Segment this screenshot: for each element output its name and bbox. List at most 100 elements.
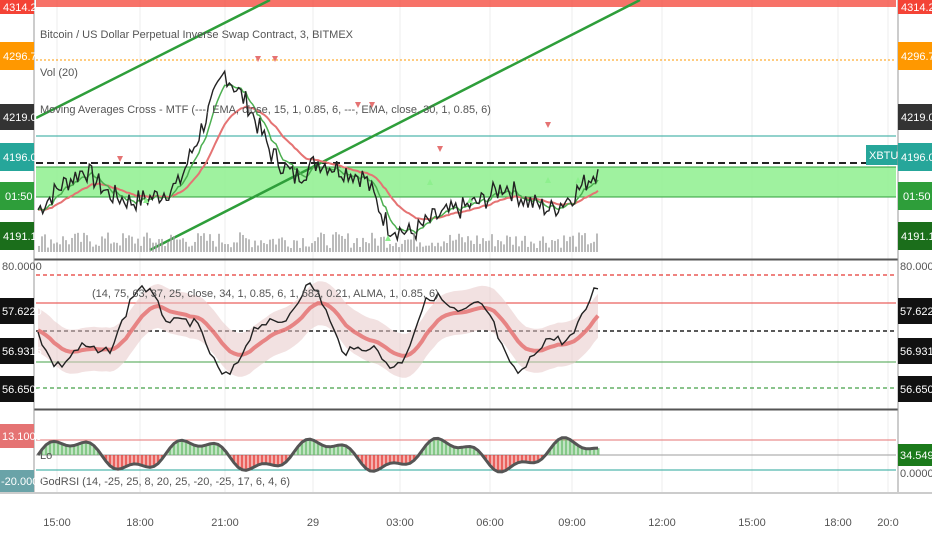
volume-indicator-label[interactable]: Vol (20) (40, 67, 78, 79)
right-tag-green-text: 01:50 (903, 191, 931, 203)
godrsi-histogram-bar (432, 438, 436, 455)
volume-bar (536, 247, 538, 252)
godrsi-histogram-bar (376, 455, 380, 470)
green-support-zone (36, 167, 896, 197)
top-resistance-band (36, 0, 896, 7)
volume-bar (317, 237, 319, 252)
godrsi-histogram-bar (68, 446, 72, 455)
godrsi-histogram-bar (280, 455, 284, 465)
godrsi-histogram-bar (304, 439, 308, 455)
volume-bar (443, 241, 445, 252)
volume-bar (542, 236, 544, 252)
volume-bar (233, 242, 235, 252)
volume-bar (581, 235, 583, 252)
right-tag-orange-text: 4296.7 (901, 51, 932, 63)
rsi-indicator-label[interactable]: (14, 75, 63, 37, 25, close, 34, 1, 0.85,… (92, 288, 439, 300)
volume-bar (206, 240, 208, 252)
symbol-badge[interactable] (866, 145, 900, 165)
godrsi-histogram-bar (220, 447, 224, 455)
volume-bar (200, 235, 202, 252)
ma-cross-indicator-label[interactable]: Moving Averages Cross - MTF (---, EMA, c… (40, 104, 491, 116)
volume-bar (230, 247, 232, 252)
left-tag-green (0, 182, 34, 210)
volume-bar (380, 237, 382, 252)
volume-bar (485, 241, 487, 252)
rsi-pane-background[interactable] (36, 262, 896, 408)
volume-bar (596, 233, 598, 252)
godrsi-histogram-bar (320, 445, 324, 455)
buy-signal-marker (467, 197, 473, 203)
volume-bar (86, 235, 88, 252)
volume-bar (464, 242, 466, 252)
right-rsi-tag-3-text: 56.6503 (900, 384, 932, 396)
volume-bar (425, 245, 427, 252)
godrsi-histogram-bar (328, 446, 332, 455)
volume-bar (254, 240, 256, 252)
volume-bar (287, 246, 289, 252)
left-rsi-tag-2-text: 56.9315 (2, 346, 42, 358)
volume-bar (368, 243, 370, 252)
volume-bar (248, 239, 250, 252)
volume-bar (71, 237, 73, 252)
symbol-title[interactable]: Bitcoin / US Dollar Perpetual Inverse Sw… (40, 29, 354, 41)
volume-bar (224, 244, 226, 252)
price-line (37, 69, 599, 243)
godrsi-histogram-bar (500, 455, 504, 472)
rsi-line (37, 282, 599, 376)
volume-bar (449, 234, 451, 252)
price-pane-background[interactable] (36, 0, 896, 258)
sell-signal-marker (437, 146, 443, 152)
godrsi-histogram-bar (272, 455, 276, 466)
godrsi-histogram-bar (476, 450, 480, 455)
godrsi-histogram-bar (148, 455, 152, 468)
godrsi-histogram-bar (152, 455, 156, 467)
volume-bar (404, 240, 406, 252)
volume-bar (452, 240, 454, 252)
left-god-tag-red (0, 424, 34, 448)
volume-bar (545, 242, 547, 252)
volume-bar (389, 244, 391, 252)
volume-bar (479, 243, 481, 252)
godrsi-histogram-bar (76, 444, 80, 455)
volume-bar (101, 236, 103, 252)
godrsi-indicator-label[interactable]: GodRSI (14, -25, 25, 8, 20, 25, -20, -25… (40, 476, 290, 488)
volume-bar (518, 246, 520, 252)
godrsi-histogram-bar (552, 444, 556, 455)
godrsi-histogram-bar (344, 445, 348, 455)
right-rsi-tag-2-text: 56.9315 (900, 346, 932, 358)
godrsi-histogram-bar (428, 441, 432, 455)
volume-bar (416, 246, 418, 252)
godrsi-histogram-bar (120, 455, 124, 469)
godrsi-histogram-bar (484, 455, 488, 461)
left-tag-price-text: 4219.0 (3, 112, 37, 124)
volume-bar (494, 246, 496, 252)
volume-bar (521, 240, 523, 252)
godrsi-histogram-bar (524, 455, 528, 463)
godrsi-histogram-bar (364, 455, 368, 469)
godrsi-histogram-bar (92, 445, 96, 455)
godrsi-histogram-bar (400, 455, 404, 465)
godrsi-histogram-bar (232, 455, 236, 463)
godrsi-histogram-bar (188, 443, 192, 455)
volume-bar (551, 240, 553, 252)
time-axis[interactable]: 15:00 18:00 21:00 29 03:00 06:00 09:00 12:00 15:… (43, 517, 898, 529)
godrsi-histogram-bar (580, 447, 584, 455)
godrsi-histogram-bar (312, 440, 316, 455)
volume-bar (308, 246, 310, 252)
volume-bar (506, 235, 508, 252)
godrsi-histogram-bar (52, 441, 56, 455)
left-rsi-tag-3 (0, 376, 34, 402)
godrsi-histogram-bar (144, 455, 148, 467)
godrsi-histogram-bar (172, 443, 176, 455)
volume-bar (350, 247, 352, 252)
godrsi-histogram-bar (592, 448, 596, 455)
godrsi-histogram-bar (492, 455, 496, 470)
godrsi-histogram-bar (260, 455, 264, 464)
godrsi-histogram-bar (196, 446, 200, 455)
volume-bar (548, 247, 550, 252)
ema-slow-line (37, 105, 599, 221)
godrsi-bottom-label[interactable]: Lo (40, 450, 52, 462)
godrsi-histogram-bar (204, 445, 208, 455)
godrsi-histogram-bar (324, 446, 328, 455)
